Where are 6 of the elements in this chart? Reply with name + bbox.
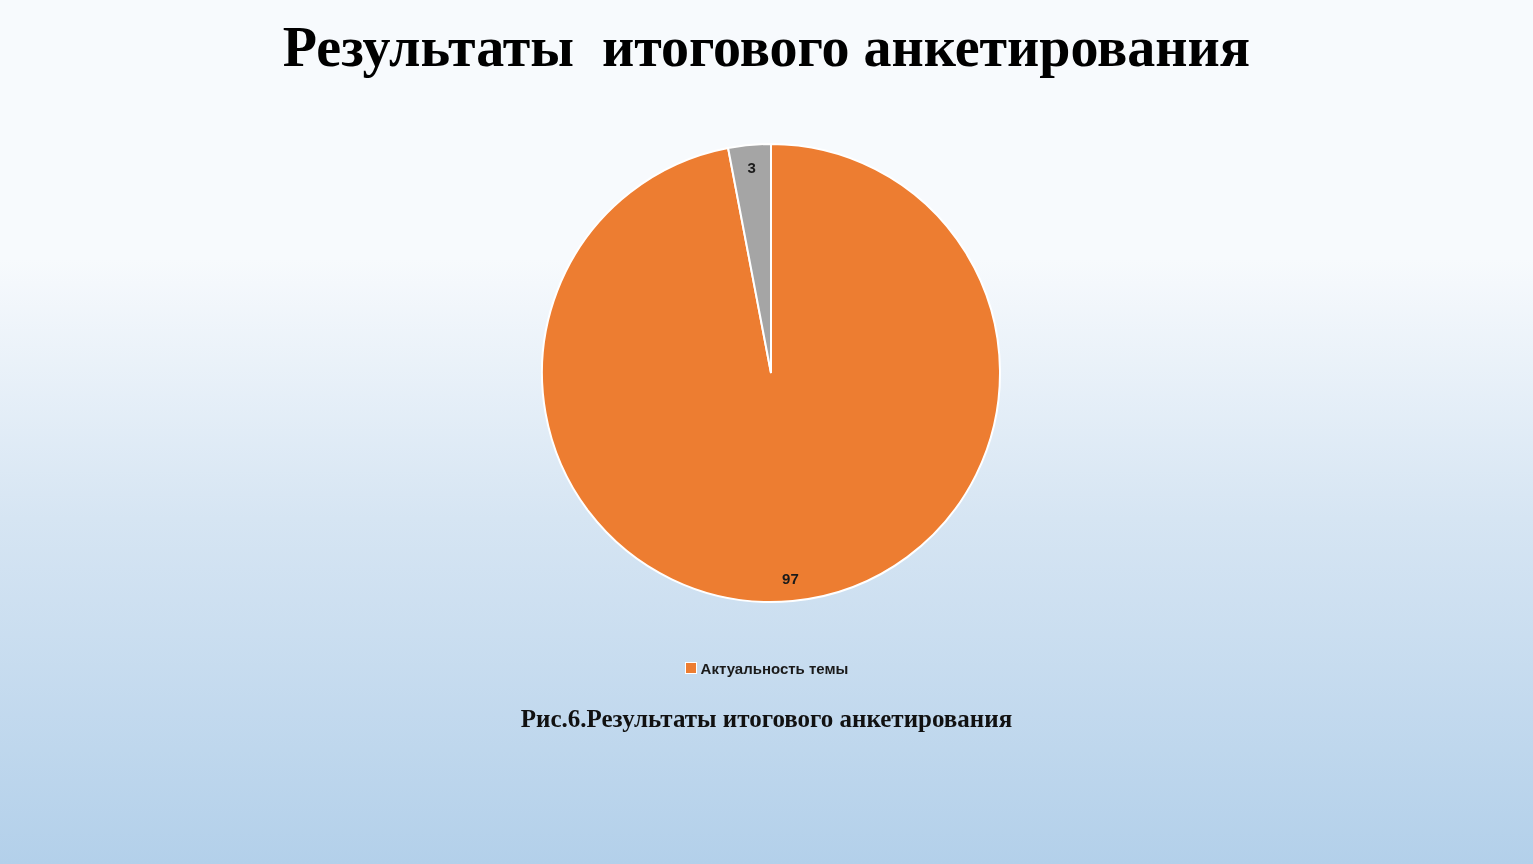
data-label: 97: [782, 569, 799, 587]
legend-label: Актуальность темы: [700, 659, 849, 677]
pie-slice: [541, 143, 1001, 603]
text: Рис.6.Результаты итогового анкетирования: [520, 705, 1013, 732]
chart-title: Результаты итогового анкетирования: [282, 16, 1251, 78]
data-label: 3: [747, 159, 756, 177]
